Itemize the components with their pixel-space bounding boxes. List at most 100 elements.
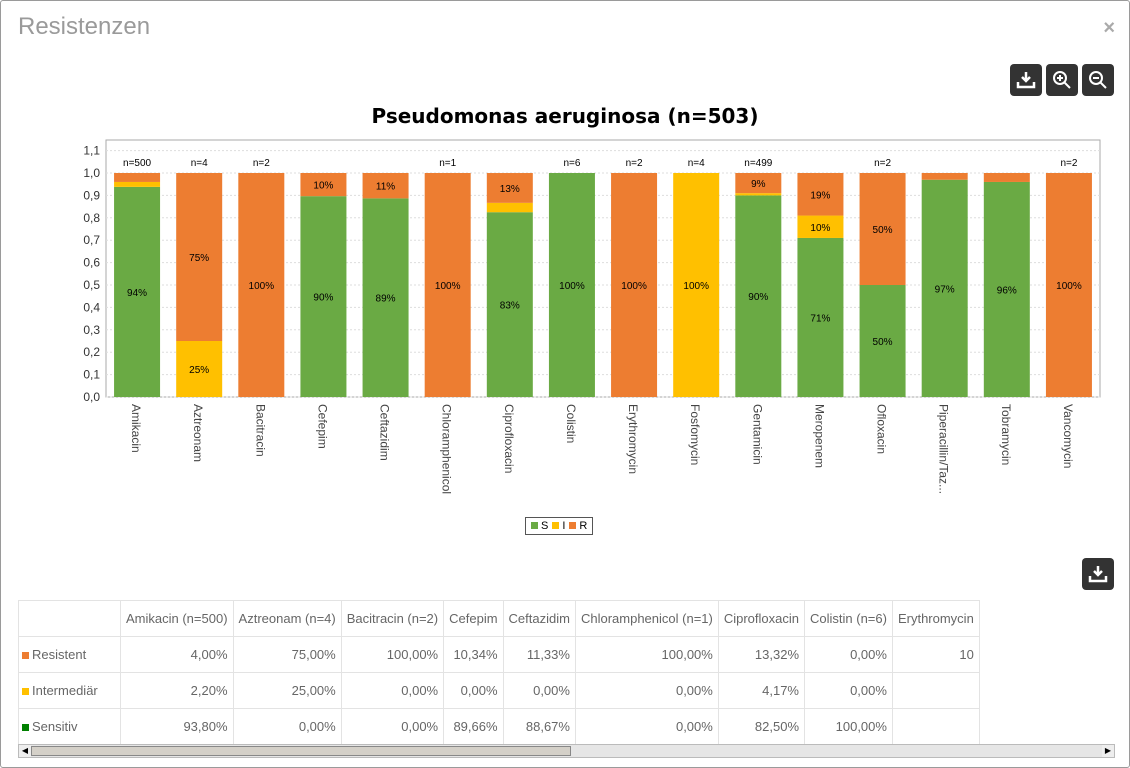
bar-value-label: 83% [500, 301, 520, 312]
scrollbar-thumb[interactable] [31, 746, 571, 756]
bar-value-label: 75% [189, 253, 209, 264]
table-cell: 4,17% [717, 672, 806, 709]
y-tick-label: 0,2 [83, 345, 100, 359]
chart-legend[interactable]: S I R [525, 517, 594, 535]
n-label: n=499 [744, 158, 773, 169]
table-cell: 75,00% [232, 636, 342, 673]
y-tick-label: 0,8 [83, 211, 100, 225]
column-header[interactable]: Ceftazidim [502, 600, 576, 637]
table-cell: 0,00% [340, 708, 445, 745]
x-tick-label: Piperacillin/Taz... [937, 404, 951, 494]
bar-i[interactable] [486, 202, 533, 213]
bar-i[interactable] [176, 341, 223, 397]
x-tick-label: Tobramycin [999, 404, 1013, 465]
y-tick-label: 0,3 [83, 323, 100, 337]
x-tick-label: Cefepim [315, 404, 329, 449]
download-table-button[interactable] [1082, 558, 1114, 590]
bar-i[interactable] [673, 173, 720, 397]
bar-r[interactable] [424, 173, 471, 397]
bar-r[interactable] [735, 173, 782, 194]
bar-value-label: 50% [873, 337, 893, 348]
bar-r[interactable] [921, 173, 968, 180]
bar-s[interactable] [797, 237, 844, 397]
series-color-icon [22, 724, 29, 731]
scroll-right-button[interactable]: ▶ [1102, 745, 1114, 757]
x-tick-label: Chloramphenicol [440, 404, 454, 494]
column-header[interactable]: Chloramphenicol (n=1) [574, 600, 719, 637]
bar-s[interactable] [486, 212, 533, 397]
x-tick-label: Fosfomycin [688, 404, 702, 465]
bar-r[interactable] [486, 173, 533, 203]
column-header[interactable] [18, 600, 121, 637]
zoom-in-button[interactable] [1046, 64, 1078, 96]
bar-value-label: 19% [810, 190, 830, 201]
y-tick-label: 1,0 [83, 166, 100, 180]
bar-r[interactable] [611, 173, 658, 397]
bar-s[interactable] [548, 173, 595, 397]
bar-r[interactable] [797, 173, 844, 216]
column-header[interactable]: Aztreonam (n=4) [232, 600, 342, 637]
scroll-left-button[interactable]: ◀ [19, 745, 31, 757]
bar-value-label: 89% [376, 294, 396, 305]
legend-item-s[interactable]: S [531, 520, 548, 532]
bar-s[interactable] [362, 198, 409, 397]
download-chart-button[interactable] [1010, 64, 1042, 96]
bar-value-label: 71% [810, 313, 830, 324]
table-row: Sensitiv 93,80% 0,00% 0,00% 89,66% 88,67% 0,00… [18, 708, 980, 745]
x-tick-label: Amikacin [129, 404, 143, 453]
table-cell: 10 [891, 636, 980, 673]
legend-item-r[interactable]: R [569, 520, 587, 532]
bar-value-label: 96% [997, 285, 1017, 296]
series-color-icon [22, 652, 29, 659]
horizontal-scrollbar[interactable]: ◀ ▶ [18, 744, 1115, 758]
n-label: n=2 [253, 158, 270, 169]
bar-r[interactable] [114, 173, 161, 182]
bar-r[interactable] [983, 173, 1030, 182]
bar-s[interactable] [983, 181, 1030, 397]
column-header[interactable]: Ciprofloxacin [717, 600, 806, 637]
bar-r[interactable] [1045, 173, 1092, 397]
dialog-title: Resistenzen [18, 13, 151, 40]
zoom-out-button[interactable] [1082, 64, 1114, 96]
table-cell: 0,00% [804, 636, 893, 673]
bar-r[interactable] [859, 173, 906, 285]
bar-value-label: 94% [127, 288, 147, 299]
x-tick-label: Ceftazidim [378, 404, 392, 461]
table-cell: 82,50% [717, 708, 806, 745]
bar-i[interactable] [114, 181, 161, 187]
bar-s[interactable] [921, 179, 968, 397]
x-tick-label: Vancomycin [1061, 404, 1075, 468]
table-cell: 0,00% [804, 672, 893, 709]
legend-item-i[interactable]: I [552, 520, 565, 532]
table-cell: 100,00% [804, 708, 893, 745]
bar-s[interactable] [735, 195, 782, 397]
column-header[interactable]: Colistin (n=6) [804, 600, 893, 637]
column-header[interactable]: Bacitracin (n=2) [340, 600, 445, 637]
bar-value-label: 90% [748, 292, 768, 303]
bar-value-label: 100% [683, 281, 709, 292]
bar-r[interactable] [238, 173, 285, 397]
bar-i[interactable] [735, 193, 782, 196]
bar-s[interactable] [300, 196, 347, 397]
bar-value-label: 50% [873, 225, 893, 236]
column-header[interactable]: Amikacin (n=500) [120, 600, 234, 637]
bar-r[interactable] [362, 173, 409, 199]
table-row: Intermediär 2,20% 25,00% 0,00% 0,00% 0,00% 0,0… [18, 672, 980, 709]
column-header[interactable]: Erythromycin [891, 600, 980, 637]
row-label: Intermediär [18, 672, 121, 709]
bar-s[interactable] [114, 186, 161, 397]
download-icon [1016, 72, 1036, 89]
column-header[interactable]: Cefepim [443, 600, 504, 637]
bar-value-label: 25% [189, 365, 209, 376]
table-cell [891, 672, 980, 709]
bar-value-label: 100% [249, 281, 275, 292]
bar-i[interactable] [797, 215, 844, 238]
bar-value-label: 97% [935, 284, 955, 295]
bar-r[interactable] [300, 173, 347, 197]
x-tick-label: Gentamicin [750, 404, 764, 465]
close-icon[interactable]: × [1103, 17, 1115, 39]
y-tick-label: 0,6 [83, 256, 100, 270]
n-label: n=2 [1060, 158, 1077, 169]
bar-s[interactable] [859, 285, 906, 397]
bar-r[interactable] [176, 173, 223, 341]
